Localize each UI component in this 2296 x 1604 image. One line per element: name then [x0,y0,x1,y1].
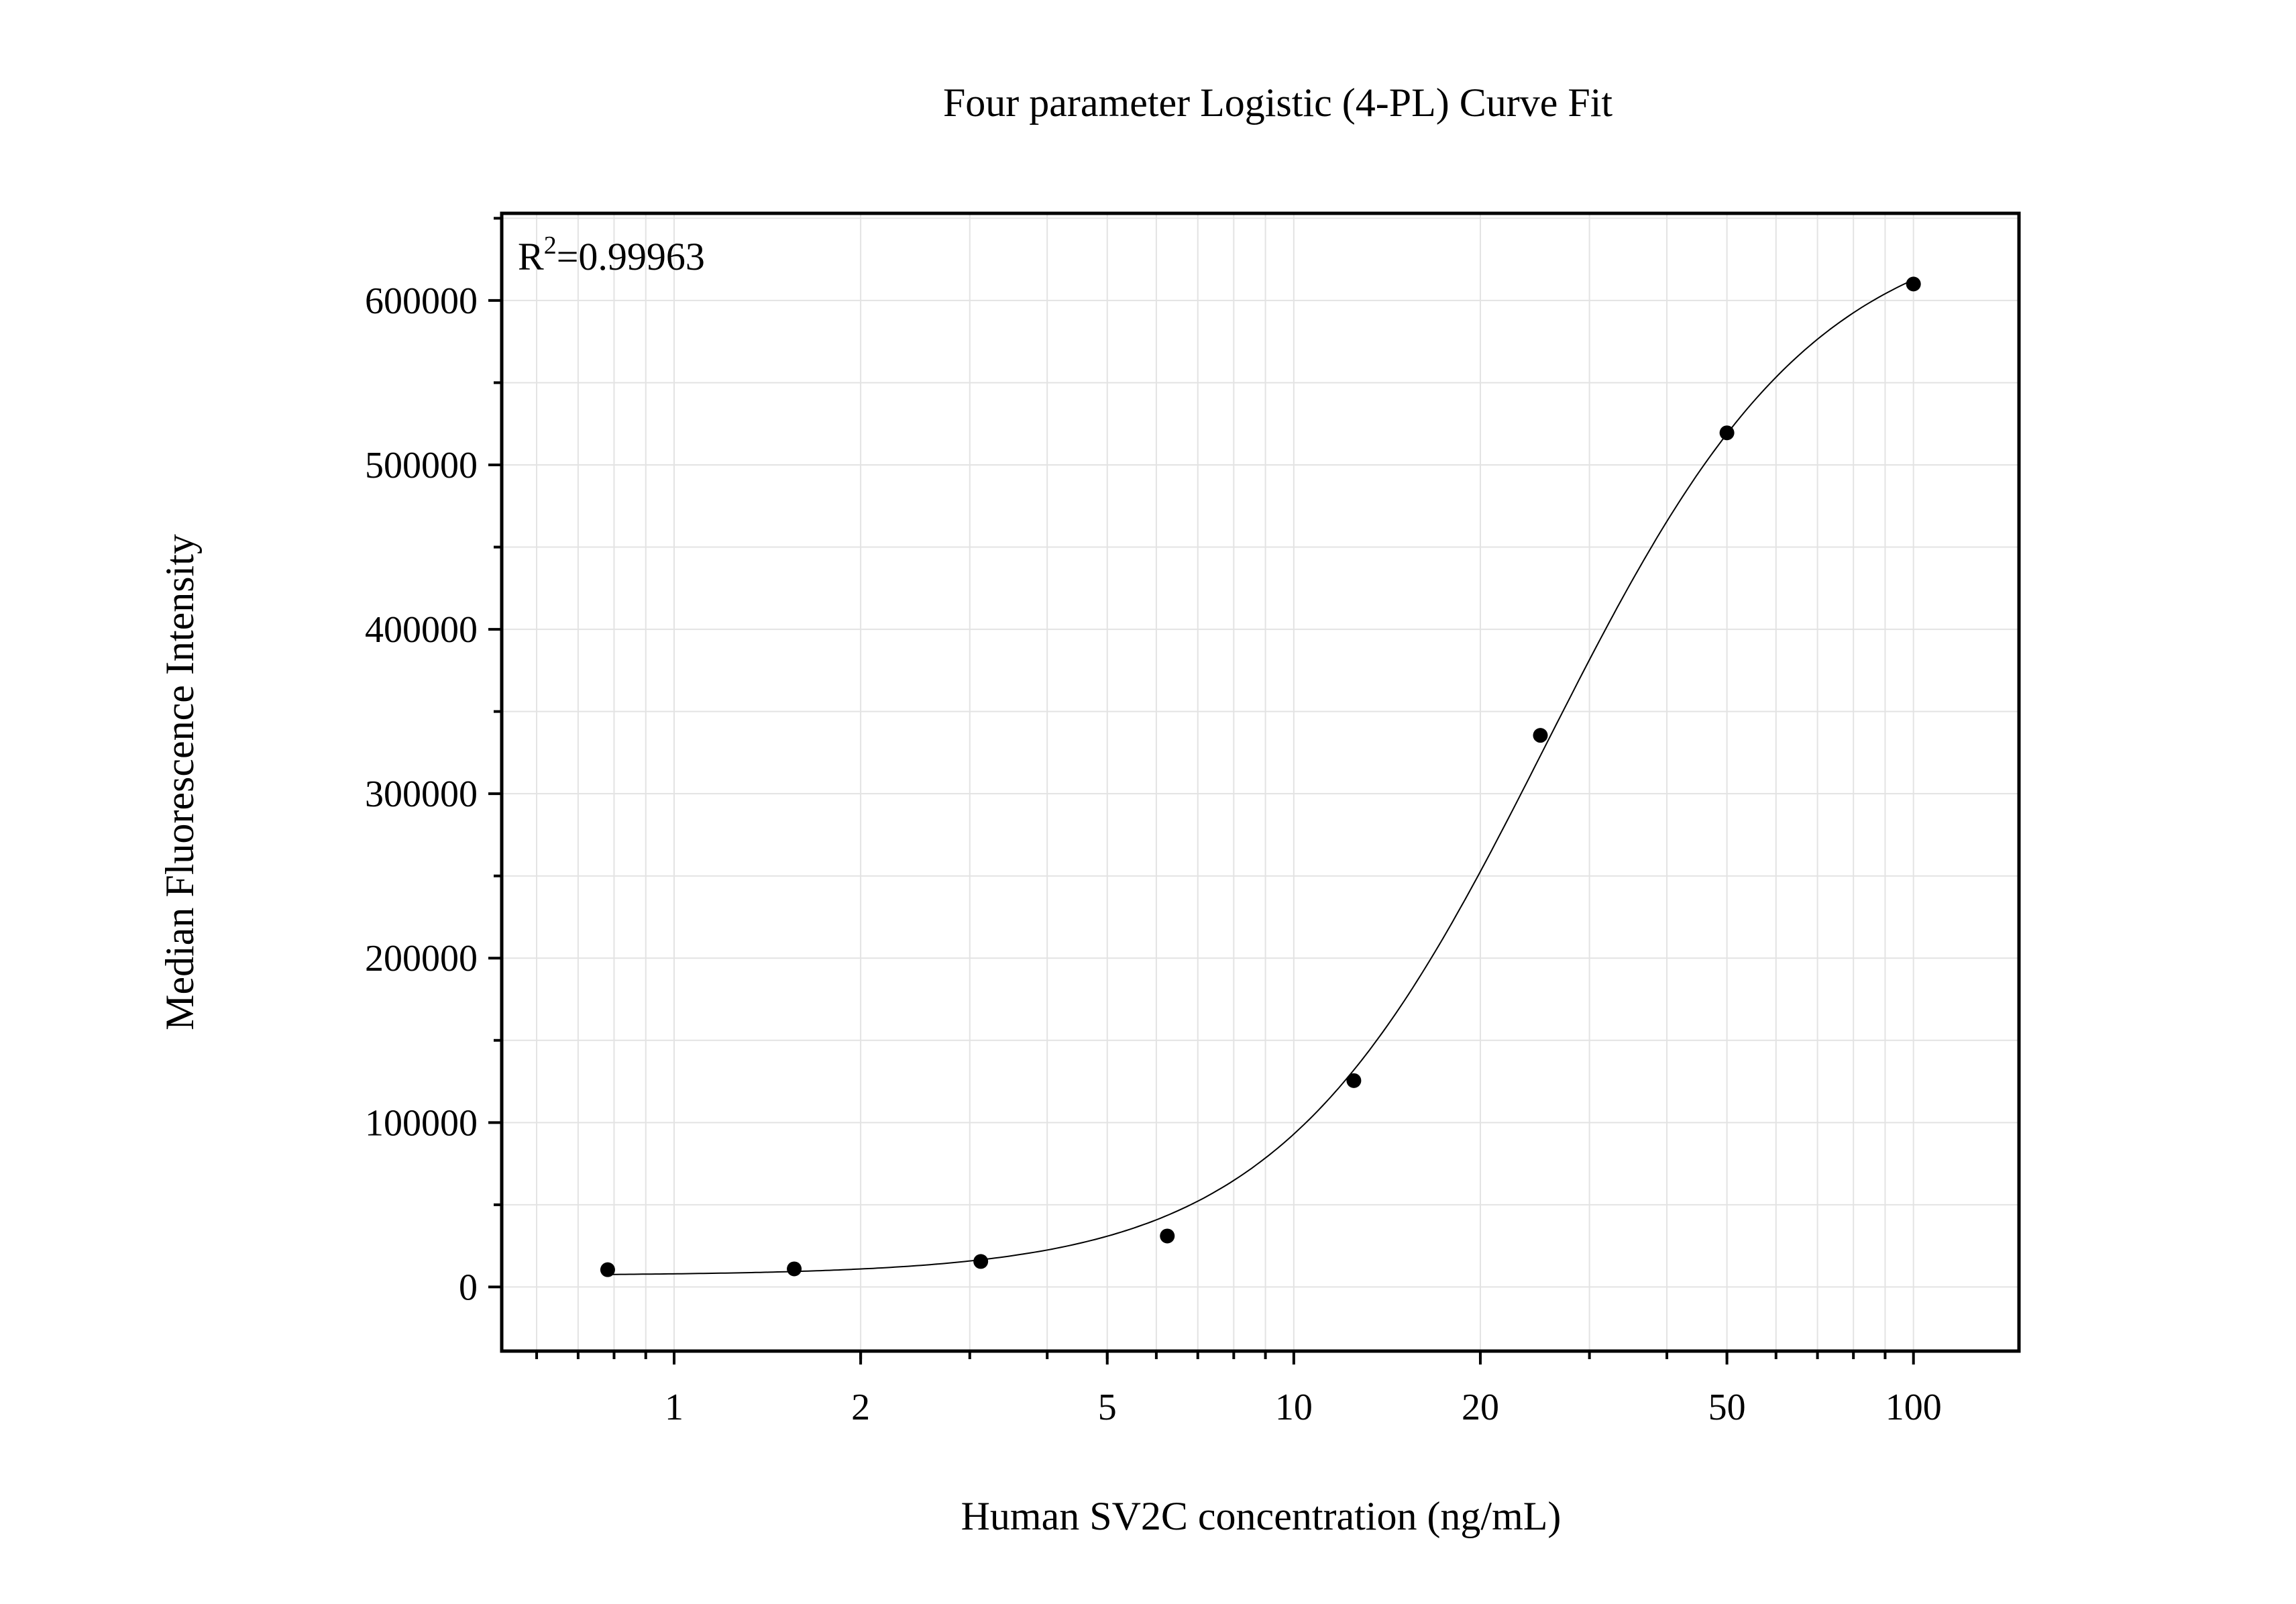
y-tick-label: 500000 [365,445,478,486]
r-squared-annotation: R2=0.99963 [518,231,705,278]
data-points [600,276,1921,1277]
y-tick-label: 300000 [365,773,478,815]
x-tick-label: 50 [1708,1387,1746,1428]
ticks [488,217,1915,1365]
x-tick-label: 10 [1275,1387,1313,1428]
chart-title: Four parameter Logistic (4-PL) Curve Fit [943,81,1612,125]
data-point [973,1254,989,1269]
y-axis-label: Median Fluorescence Intensity [158,534,202,1030]
x-tick-label: 100 [1885,1387,1942,1428]
y-tick-label: 400000 [365,609,478,651]
x-axis-label: Human SV2C concentration (ng/mL) [961,1494,1562,1538]
y-tick-label: 200000 [365,938,478,979]
y-tick-label: 600000 [365,280,478,322]
plot-frame [500,211,2021,1353]
data-point [1719,425,1735,441]
x-tick-label: 5 [1098,1387,1117,1428]
data-point [1160,1228,1175,1244]
x-tick-label: 20 [1462,1387,1499,1428]
x-tick-labels: 1 2 5 10 20 50 100 [665,1387,1942,1428]
data-point [600,1262,615,1277]
x-tick-label: 2 [851,1387,870,1428]
data-point [1906,276,1921,292]
x-tick-label: 1 [665,1387,684,1428]
data-point [787,1261,802,1277]
y-tick-labels: 0 100000 200000 300000 400000 500000 600000 [365,280,478,1309]
data-point [1533,728,1548,743]
y-tick-label: 0 [459,1267,478,1308]
fit-curve [607,279,1914,1275]
y-tick-label: 100000 [365,1102,478,1144]
grid [502,213,2019,1351]
data-point [1346,1073,1362,1088]
